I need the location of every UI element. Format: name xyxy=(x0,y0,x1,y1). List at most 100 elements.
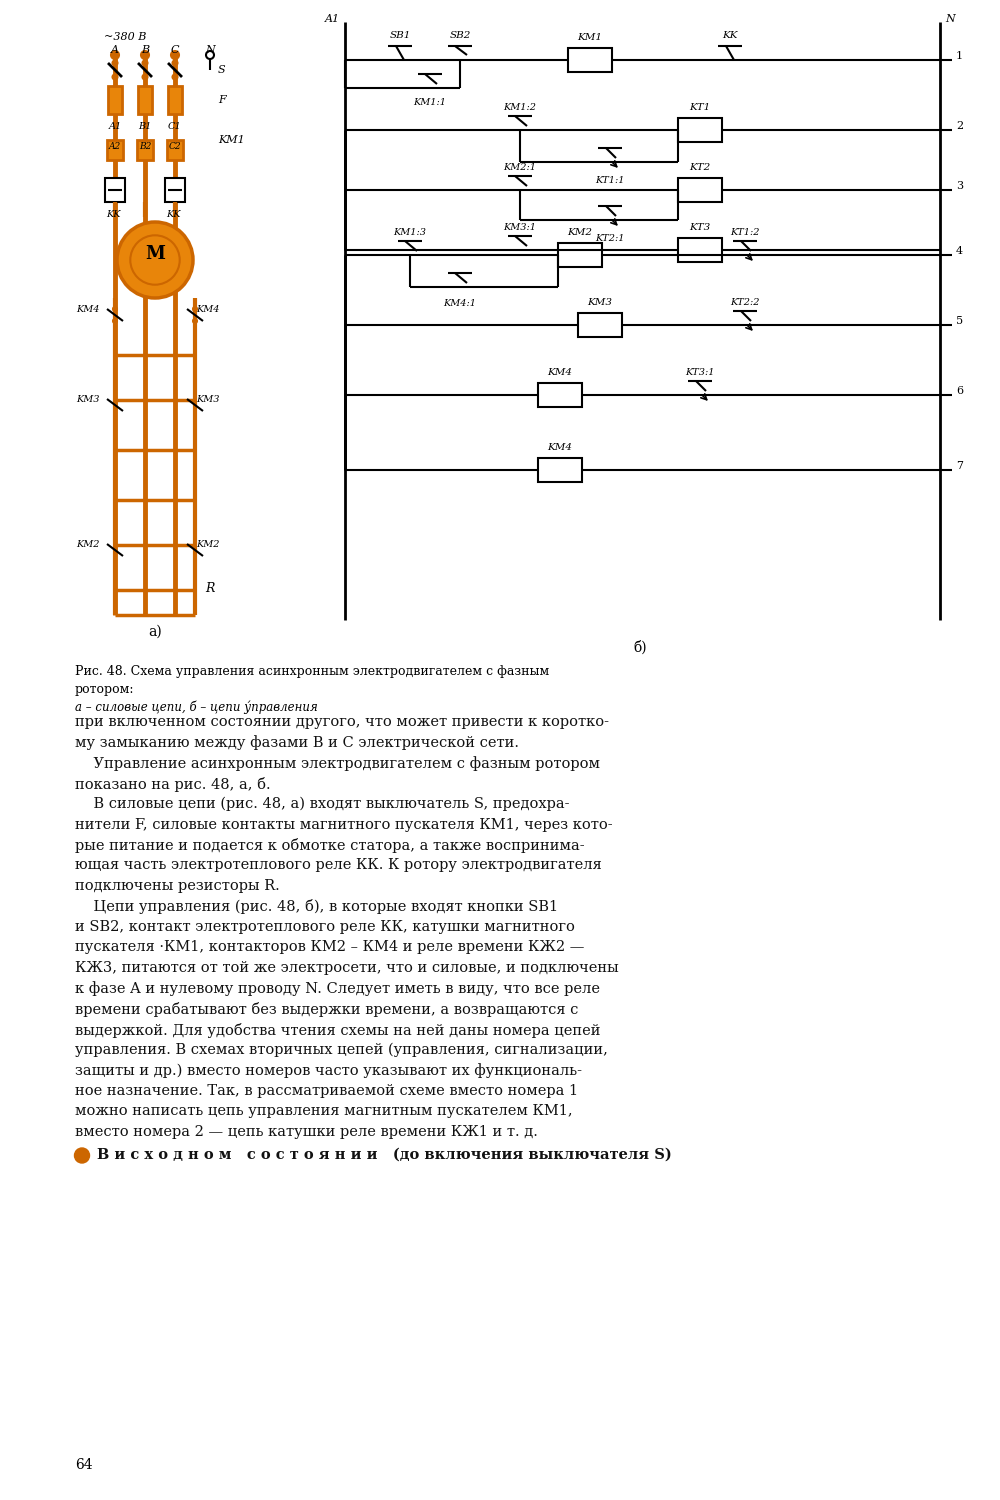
Text: KT1:1: KT1:1 xyxy=(595,176,625,184)
Text: KT2: KT2 xyxy=(689,164,711,172)
Text: C1: C1 xyxy=(168,122,182,130)
Bar xyxy=(678,238,722,262)
Text: B2: B2 xyxy=(139,142,151,152)
Bar xyxy=(168,86,182,114)
Circle shape xyxy=(112,75,118,80)
Bar xyxy=(568,48,612,72)
Text: F: F xyxy=(218,94,226,105)
Bar xyxy=(137,140,153,160)
Text: C2: C2 xyxy=(169,142,181,152)
Text: 6: 6 xyxy=(956,386,963,396)
Bar xyxy=(678,118,722,142)
Bar xyxy=(167,140,183,160)
Circle shape xyxy=(193,308,197,310)
Text: Рис. 48. Схема управления асинхронным электродвигателем с фазным: Рис. 48. Схема управления асинхронным эл… xyxy=(75,664,549,678)
Text: KK: KK xyxy=(106,210,120,219)
Circle shape xyxy=(141,51,149,58)
Bar xyxy=(105,178,125,203)
Text: показано на рис. 48, а, б.: показано на рис. 48, а, б. xyxy=(75,777,271,792)
Text: Управление асинхронным электродвигателем с фазным ротором: Управление асинхронным электродвигателем… xyxy=(75,756,600,771)
Circle shape xyxy=(111,51,119,58)
Text: KT3: KT3 xyxy=(689,224,711,232)
Circle shape xyxy=(117,222,193,298)
Text: B1: B1 xyxy=(138,122,152,130)
Text: KM3:1: KM3:1 xyxy=(504,224,536,232)
Text: KM2: KM2 xyxy=(196,540,220,549)
Text: 64: 64 xyxy=(75,1458,93,1472)
Text: при включенном состоянии другого, что может привести к коротко-: при включенном состоянии другого, что мо… xyxy=(75,716,609,729)
Text: B: B xyxy=(141,45,149,56)
Text: KM1:2: KM1:2 xyxy=(504,104,536,112)
Bar xyxy=(538,382,582,406)
Text: 1: 1 xyxy=(956,51,963,62)
Text: В и с х о д н о м   с о с т о я н и и   (до включения выключателя S): В и с х о д н о м с о с т о я н и и (до … xyxy=(97,1148,672,1161)
Circle shape xyxy=(171,51,179,58)
Text: а – силовые цепи, б – цепи у́правления: а – силовые цепи, б – цепи у́правления xyxy=(75,700,318,714)
Text: SB2: SB2 xyxy=(449,32,471,40)
Circle shape xyxy=(74,1148,90,1162)
Text: пускателя ·КМ1, контакторов КМ2 – КМ4 и реле времени КЖ2 —: пускателя ·КМ1, контакторов КМ2 – КМ4 и … xyxy=(75,940,584,954)
Text: KT3:1: KT3:1 xyxy=(685,368,715,376)
Text: KM2: KM2 xyxy=(568,228,592,237)
Text: KT2:2: KT2:2 xyxy=(730,298,760,307)
Text: KM3: KM3 xyxy=(76,394,100,404)
Text: A1: A1 xyxy=(325,13,340,24)
Text: управления. В схемах вторичных цепей (управления, сигнализации,: управления. В схемах вторичных цепей (уп… xyxy=(75,1042,608,1058)
Circle shape xyxy=(112,60,118,66)
Bar xyxy=(678,178,722,203)
Text: R: R xyxy=(205,582,214,596)
Text: 5: 5 xyxy=(956,316,963,326)
Text: KM1:3: KM1:3 xyxy=(394,228,426,237)
Bar xyxy=(538,458,582,482)
Text: KT2:1: KT2:1 xyxy=(595,234,625,243)
Text: ющая часть электротеплового реле КК. К ротору электродвигателя: ющая часть электротеплового реле КК. К р… xyxy=(75,858,602,873)
Text: КЖ3, питаются от той же электросети, что и силовые, и подключены: КЖ3, питаются от той же электросети, что… xyxy=(75,962,619,975)
Circle shape xyxy=(143,75,148,80)
Text: защиты и др.) вместо номеров часто указывают их функциональ-: защиты и др.) вместо номеров часто указы… xyxy=(75,1064,582,1078)
Text: выдержкой. Для удобства чтения схемы на ней даны номера цепей: выдержкой. Для удобства чтения схемы на … xyxy=(75,1023,600,1038)
Text: KM4: KM4 xyxy=(548,368,572,376)
Text: В силовые цепи (рис. 48, а) входят выключатель S, предохра-: В силовые цепи (рис. 48, а) входят выклю… xyxy=(75,796,570,812)
Text: KM4:1: KM4:1 xyxy=(444,298,477,307)
Bar xyxy=(108,86,122,114)
Text: C: C xyxy=(171,45,179,56)
Text: 2: 2 xyxy=(956,122,963,130)
Circle shape xyxy=(143,60,148,66)
Text: рые питание и подается к обмотке статора, а также воспринима-: рые питание и подается к обмотке статора… xyxy=(75,839,585,854)
Text: и SB2, контакт электротеплового реле КК, катушки магнитного: и SB2, контакт электротеплового реле КК,… xyxy=(75,920,575,934)
Text: ~380 В: ~380 В xyxy=(104,32,146,42)
Text: 3: 3 xyxy=(956,182,963,190)
Text: N: N xyxy=(945,13,955,24)
Text: KM1: KM1 xyxy=(578,33,602,42)
Text: KM1: KM1 xyxy=(218,135,245,146)
Text: KM3: KM3 xyxy=(196,394,220,404)
Text: вместо номера 2 — цепь катушки реле времени КЖ1 и т. д.: вместо номера 2 — цепь катушки реле врем… xyxy=(75,1125,538,1138)
Text: ротором:: ротором: xyxy=(75,682,134,696)
Text: а): а) xyxy=(148,626,162,639)
Text: KM4: KM4 xyxy=(548,442,572,452)
Text: A: A xyxy=(111,45,119,56)
Text: к фазе A и нулевому проводу N. Следует иметь в виду, что все реле: к фазе A и нулевому проводу N. Следует и… xyxy=(75,981,600,996)
Text: A1: A1 xyxy=(108,122,122,130)
Circle shape xyxy=(113,320,117,322)
Text: S: S xyxy=(218,64,226,75)
Text: подключены резисторы R.: подключены резисторы R. xyxy=(75,879,280,892)
Bar xyxy=(138,86,152,114)
Text: KT1: KT1 xyxy=(689,104,711,112)
Text: KT1:2: KT1:2 xyxy=(730,228,760,237)
Bar xyxy=(558,243,602,267)
Circle shape xyxy=(206,51,214,58)
Circle shape xyxy=(173,75,178,80)
Circle shape xyxy=(173,60,178,66)
Bar xyxy=(165,178,185,203)
Circle shape xyxy=(130,236,180,285)
Text: времени срабатывают без выдержки времени, а возвращаются с: времени срабатывают без выдержки времени… xyxy=(75,1002,578,1017)
Text: N: N xyxy=(205,45,215,56)
Text: ное назначение. Так, в рассматриваемой схеме вместо номера 1: ное назначение. Так, в рассматриваемой с… xyxy=(75,1084,578,1098)
Text: нители F, силовые контакты магнитного пускателя КМ1, через кото-: нители F, силовые контакты магнитного пу… xyxy=(75,818,613,831)
Bar xyxy=(107,140,123,160)
Text: KM3: KM3 xyxy=(588,298,612,307)
Text: можно написать цепь управления магнитным пускателем КМ1,: можно написать цепь управления магнитным… xyxy=(75,1104,573,1119)
Text: 7: 7 xyxy=(956,460,963,471)
Text: M: M xyxy=(145,244,165,262)
